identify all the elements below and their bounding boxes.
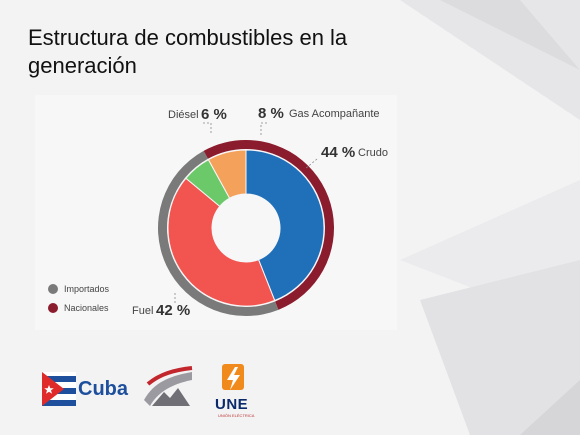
cuba-flag-icon [42, 372, 76, 406]
label-crudo-value: 44 % [321, 144, 355, 161]
outer-ring-nacionales-crudo [246, 140, 335, 310]
cuba-logo-text: Cuba [78, 378, 128, 400]
label-fuel-value: 42 % [156, 302, 190, 319]
une-logo-subtext: UNIÓN ELÉCTRICA [218, 413, 255, 418]
slide-title: Estructura de combustibles en la generac… [28, 25, 348, 78]
label-crudo-name: Crudo [358, 147, 388, 159]
legend-label-nacionales: Nacionales [64, 303, 109, 313]
leader-diesel [203, 122, 212, 135]
legend-label-importados: Importados [64, 284, 110, 294]
une-logo-text: UNE [215, 396, 249, 413]
label-diesel-value: 6 % [201, 106, 227, 123]
chart-panel: Diésel 6 % 8 % Gas Acompañante 44 % Crud… [35, 95, 397, 330]
label-gas-name: Gas Acompañante [289, 108, 380, 120]
slices-group [167, 149, 325, 307]
label-diesel-name: Diésel [168, 109, 199, 121]
legend-swatch-nacionales [48, 303, 58, 313]
cuba-logo: Cuba [42, 370, 128, 408]
ministry-logo [140, 362, 196, 412]
outer-ring-nacionales-gas [203, 140, 246, 159]
leader-gas [260, 122, 267, 135]
label-fuel-name: Fuel [132, 305, 153, 317]
leader-crudo [304, 158, 318, 170]
mountain-emblem-icon [140, 362, 196, 412]
lightning-fist-icon [212, 360, 256, 396]
donut-chart: Diésel 6 % 8 % Gas Acompañante 44 % Crud… [48, 105, 388, 319]
donut-hole [212, 194, 280, 262]
outer-ring-group [157, 140, 335, 316]
label-gas-value: 8 % [258, 105, 284, 122]
legend-swatch-importados [48, 284, 58, 294]
une-logo: UNE UNIÓN ELÉCTRICA [212, 360, 256, 422]
